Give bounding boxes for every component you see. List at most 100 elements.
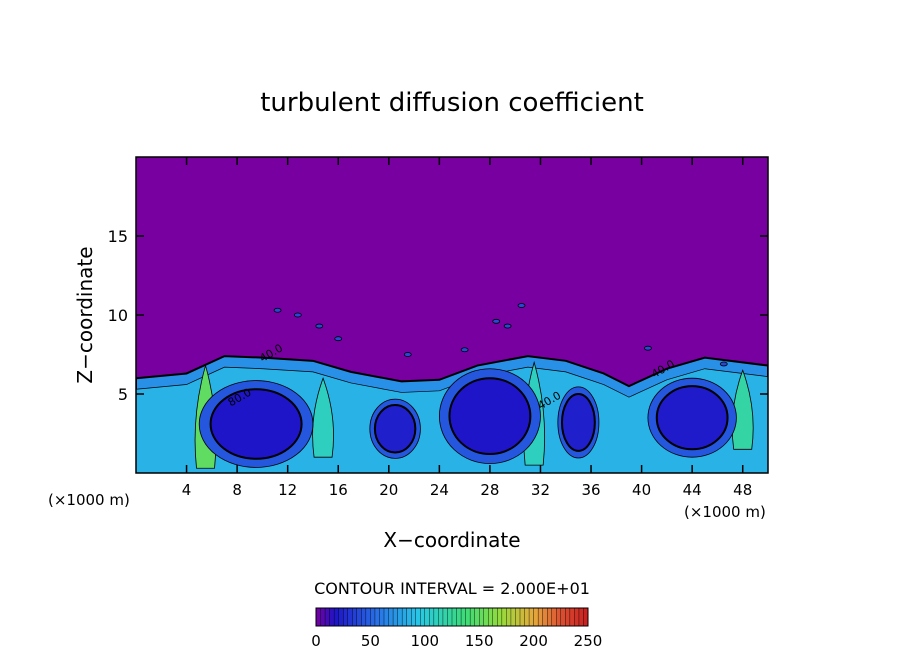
y-tick-label: 10 [108, 306, 128, 325]
colorbar-cell [401, 607, 408, 627]
colorbar-tick-label: 250 [574, 632, 603, 650]
colorbar: 0 50 100 150 200 250 [311, 607, 603, 650]
colorbar-cell [456, 607, 462, 627]
colorbar-tick-label: 150 [465, 632, 494, 650]
colorbar-cell [451, 607, 458, 627]
colorbar-tick-label: 0 [311, 632, 321, 650]
x-tick-label: 4 [182, 481, 192, 499]
colorbar-cell [537, 607, 544, 627]
x-tick-label: 36 [581, 481, 600, 499]
plot-area: 40.080.0 40.040.0 [136, 157, 768, 473]
colorbar-cell [411, 607, 417, 627]
colorbar-cell [483, 607, 489, 627]
colorbar-cell [465, 607, 471, 627]
colorbar-cell [506, 607, 512, 627]
turbulent-cell [403, 352, 412, 357]
colorbar-cell [438, 607, 444, 627]
x-tick-label: 20 [379, 481, 398, 499]
y-tick-label: 15 [108, 227, 128, 246]
colorbar-cell [333, 607, 340, 627]
colorbar-cell [347, 607, 353, 627]
colorbar-tick-label: 200 [519, 632, 548, 650]
colorbar-cell [501, 607, 507, 627]
colorbar-cell [515, 607, 521, 627]
colorbar-cell [528, 607, 535, 627]
eddy-0 [198, 380, 314, 468]
x-tick-label: 28 [480, 481, 499, 499]
colorbar-cell [433, 607, 439, 627]
colorbar-cell [392, 607, 399, 627]
colorbar-cell [324, 607, 331, 627]
colorbar-cell [424, 607, 430, 627]
eddy-4 [647, 377, 737, 458]
x-tick-label: 32 [531, 481, 550, 499]
turbulent-cell [460, 347, 469, 353]
colorbar-cell [365, 607, 371, 627]
colorbar-cell [488, 607, 494, 627]
turbulent-cell [315, 323, 324, 329]
colorbar-frame [315, 607, 589, 627]
eddy-1 [369, 398, 421, 459]
colorbar-cell [361, 607, 367, 627]
colorbar-cell [510, 607, 516, 627]
eddy-3 [557, 386, 600, 459]
colorbar-cell [406, 607, 412, 627]
colorbar-cell [479, 607, 485, 627]
colorbar-cell [370, 607, 376, 627]
colorbar-cell [574, 607, 580, 627]
turbulent-cell [503, 323, 512, 329]
y-tick-label: 5 [118, 385, 128, 404]
colorbar-cell [379, 607, 385, 627]
colorbar-cell [429, 607, 435, 627]
colorbar-cell [519, 607, 526, 627]
y-axis: 5 10 15 [108, 227, 768, 404]
colorbar-cell [420, 607, 426, 627]
x-tick-label: 48 [733, 481, 752, 499]
x-tick-label: 44 [683, 481, 702, 499]
turbulent-cell [273, 307, 282, 313]
x-tick-label: 12 [278, 481, 297, 499]
turbulent-cell [334, 336, 343, 342]
contour-interval-label: CONTOUR INTERVAL = 2.000E+01 [314, 579, 590, 598]
turbulent-cell [293, 312, 302, 318]
colorbar-cell [533, 607, 539, 627]
colorbar-cell [388, 607, 394, 627]
y-axis-label: Z−coordinate [73, 246, 97, 383]
turbulent-cell [517, 303, 526, 308]
colorbar-cell [415, 607, 421, 627]
x-tick-label: 16 [329, 481, 348, 499]
x-tick-label: 24 [430, 481, 449, 499]
colorbar-cell [356, 607, 362, 627]
colorbar-cell [320, 607, 326, 627]
colorbar-cell [560, 607, 566, 627]
colorbar-cell [338, 607, 344, 627]
colorbar-cell [460, 607, 467, 627]
turbulent-cell [719, 361, 728, 367]
x-unit-right: (×1000 m) [684, 503, 766, 521]
colorbar-cell [497, 607, 503, 627]
colorbar-cell [469, 607, 476, 627]
x-tick-label: 40 [632, 481, 651, 499]
colorbar-cell [315, 607, 322, 627]
x-tick-label: 8 [232, 481, 242, 499]
eddy-2 [438, 368, 541, 464]
colorbar-cell [474, 607, 480, 627]
colorbar-cell [447, 607, 453, 627]
x-axis-label: X−coordinate [383, 528, 520, 552]
colorbar-cell [542, 607, 548, 627]
colorbar-cell [556, 607, 562, 627]
colorbar-cell [383, 607, 390, 627]
colorbar-cell [374, 607, 380, 627]
colorbar-cell [329, 607, 335, 627]
colorbar-cell [343, 607, 349, 627]
colorbar-cell [524, 607, 530, 627]
plume-1 [312, 377, 334, 458]
x-axis: 4 8 12 16 20 24 28 32 36 40 44 48 [182, 157, 752, 499]
chart-title: turbulent diffusion coefficient [260, 88, 644, 118]
colorbar-tick-label: 50 [361, 632, 380, 650]
colorbar-cell [578, 607, 584, 627]
colorbar-cell [397, 607, 403, 627]
colorbar-tick-label: 100 [410, 632, 439, 650]
colorbar-cell [442, 607, 448, 627]
